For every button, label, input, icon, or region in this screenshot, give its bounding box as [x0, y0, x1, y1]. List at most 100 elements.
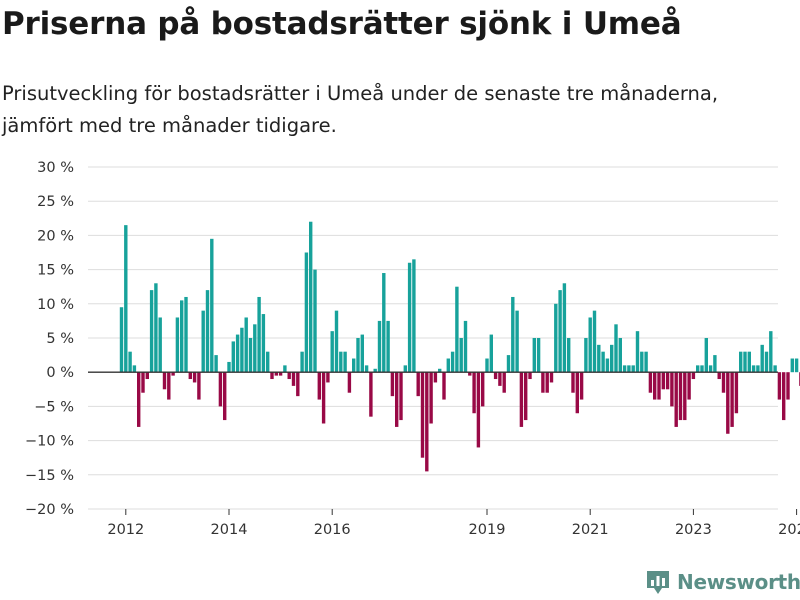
bar: [704, 338, 708, 373]
bar: [266, 351, 270, 373]
bar: [782, 372, 786, 421]
bar: [691, 372, 696, 380]
bar: [274, 372, 278, 376]
bar: [438, 368, 442, 373]
bar: [334, 310, 339, 373]
bar: [248, 338, 253, 373]
bar: [184, 296, 188, 373]
bar: [532, 338, 536, 373]
bar: [119, 307, 124, 373]
bar: [167, 372, 171, 400]
bar: [429, 372, 433, 424]
bar: [369, 372, 373, 417]
bar: [330, 331, 334, 373]
bar: [261, 314, 266, 373]
bar: [751, 365, 756, 373]
bar: [270, 372, 274, 380]
bar: [794, 358, 799, 373]
chart-subtitle: Prisutveckling för bostadsrätter i Umeå …: [2, 82, 719, 137]
bar: [192, 372, 197, 383]
bar: [588, 317, 592, 373]
bar: [309, 221, 313, 373]
bar: [489, 334, 493, 373]
bar: [644, 351, 648, 373]
bar: [313, 269, 317, 373]
bar: [450, 351, 455, 373]
bar: [627, 365, 631, 373]
bar: [773, 365, 777, 373]
bar: [614, 324, 618, 373]
y-tick-label: 5 %: [46, 331, 74, 347]
bar: [683, 372, 687, 421]
bar: [708, 365, 713, 373]
bar: [158, 317, 162, 373]
bar: [597, 344, 601, 373]
bar: [407, 262, 412, 373]
bar: [205, 290, 210, 373]
bar: [657, 372, 661, 400]
bar: [524, 372, 528, 421]
bar: [567, 338, 571, 373]
bar: [291, 372, 296, 386]
x-tick-label: 2019: [469, 522, 506, 538]
bar: [244, 317, 248, 373]
bar: [536, 338, 541, 373]
bar: [364, 365, 369, 373]
y-tick-label: 0 %: [46, 365, 74, 381]
bar: [558, 290, 562, 373]
bar: [420, 372, 425, 458]
bar: [635, 331, 640, 373]
bar: [171, 372, 175, 376]
bar: [296, 372, 300, 397]
bar: [360, 334, 364, 373]
y-tick-label: −10 %: [25, 434, 74, 450]
newsworthy-logo[interactable]: Newsworthy: [645, 568, 800, 596]
bar: [227, 361, 231, 373]
bar: [446, 358, 450, 373]
bar: [472, 372, 476, 414]
bar: [352, 358, 356, 373]
bar: [326, 372, 330, 383]
bar: [700, 365, 704, 373]
bar: [343, 351, 347, 373]
bar: [601, 351, 605, 373]
bar: [137, 372, 141, 427]
bar: [287, 372, 291, 380]
x-axis-ticks: 2012 2014 2016 2019 2021 2023 2025: [107, 509, 800, 538]
bar: [347, 372, 352, 393]
bar: [584, 338, 588, 373]
bar: [175, 317, 180, 373]
bar: [210, 238, 214, 373]
bar: [661, 372, 665, 390]
bar: [403, 365, 407, 373]
bar: [541, 372, 545, 393]
bar: [790, 358, 794, 373]
bar: [395, 372, 399, 427]
bar: [283, 365, 287, 373]
bar: [162, 372, 167, 390]
bar: [339, 351, 343, 373]
bar: [382, 273, 386, 373]
bar: [154, 283, 158, 373]
bar: [764, 351, 769, 373]
bar: [730, 372, 734, 427]
bar: [149, 290, 154, 373]
bar: [777, 372, 782, 400]
bar: [442, 372, 446, 400]
bar: [455, 286, 459, 373]
bar: [425, 372, 429, 472]
bar: [412, 259, 416, 373]
bar: [760, 344, 764, 373]
bar: [399, 372, 403, 421]
bar: [373, 368, 377, 373]
bar: [433, 372, 438, 383]
bar: [631, 365, 635, 373]
bar: [554, 303, 558, 373]
bar: [132, 365, 137, 373]
bar: [622, 365, 627, 373]
bar: [235, 334, 240, 373]
bar: [416, 372, 420, 397]
bar: [747, 351, 751, 373]
bar: [386, 320, 390, 373]
bar: [786, 372, 790, 400]
